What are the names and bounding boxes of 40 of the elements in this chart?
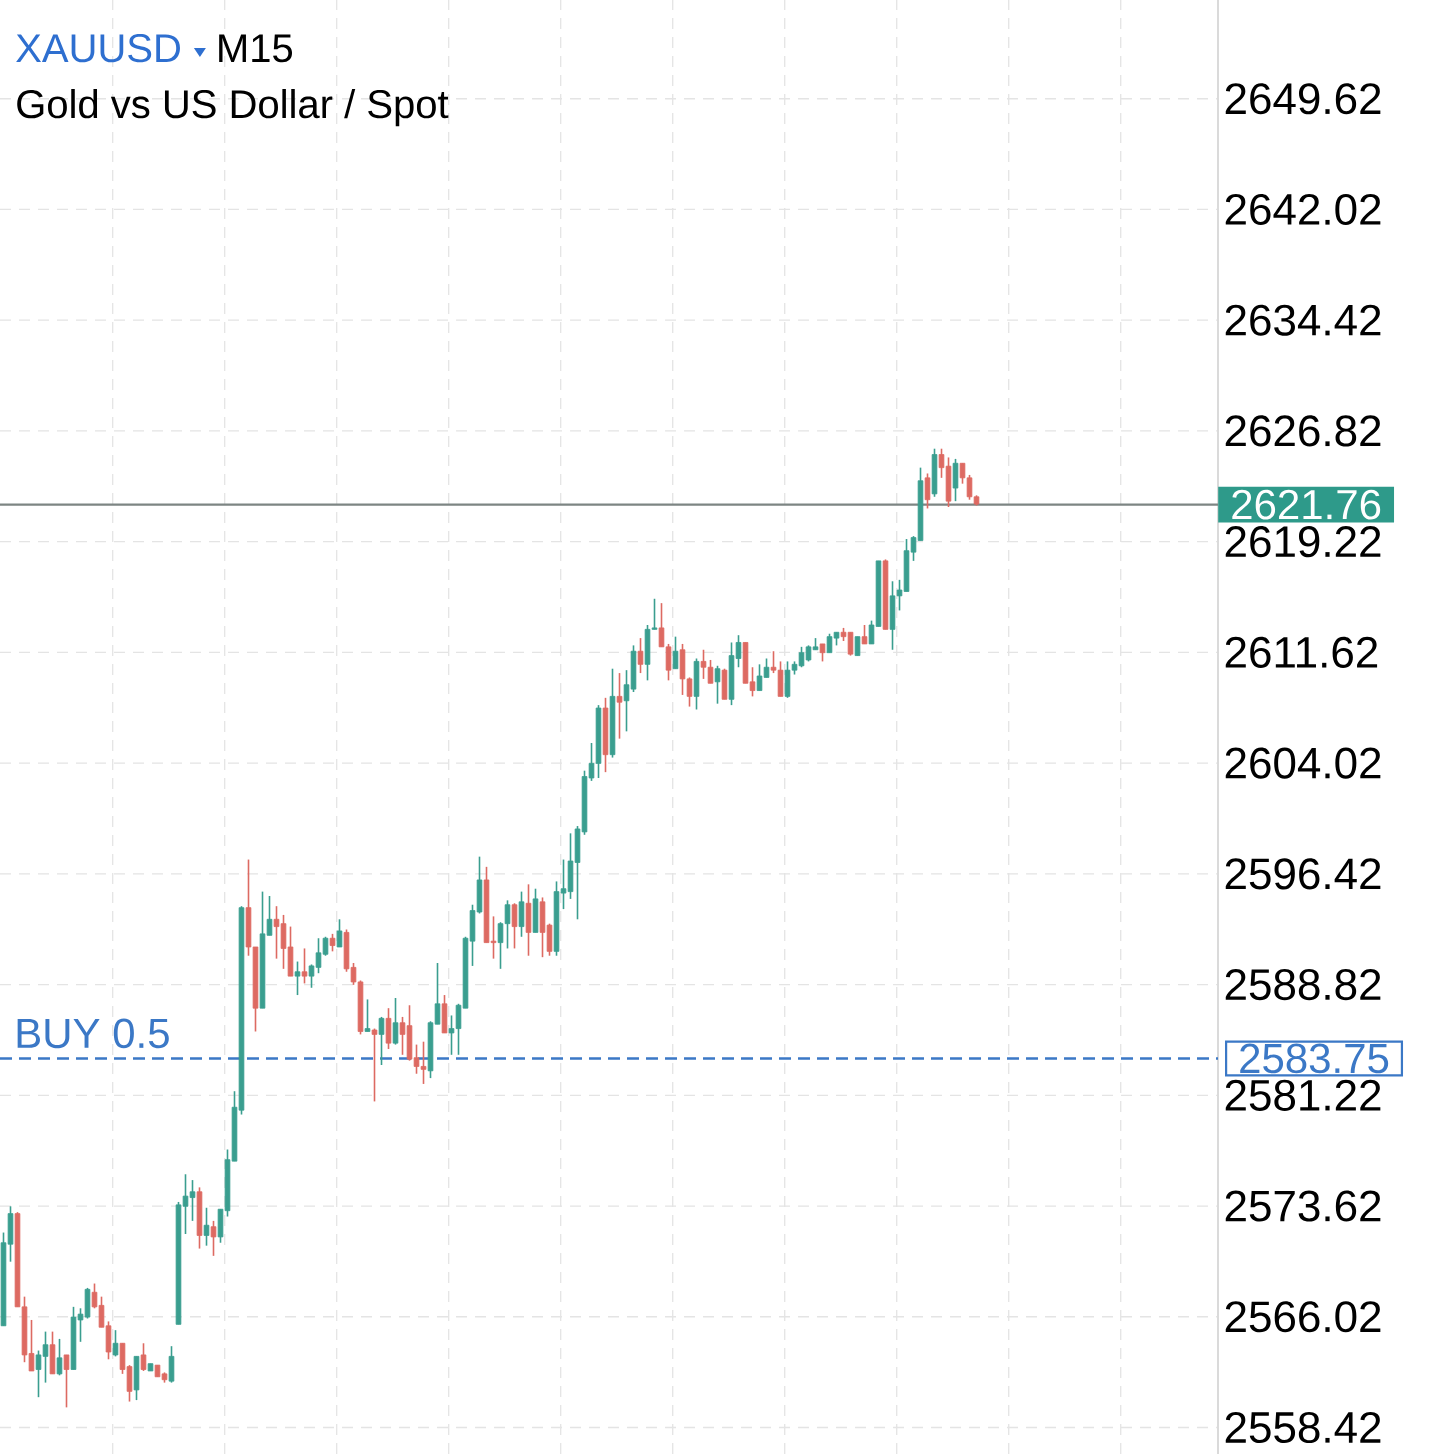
- annotation: BUY 0.5: [17, 1018, 169, 1049]
- candlestick: [371, 1027, 378, 1103]
- y-tick-label: 2604.02: [1225, 747, 1381, 779]
- candlestick: [63, 1354, 70, 1409]
- y-tick-label: 2588.82: [1225, 969, 1381, 1001]
- candlestick: [637, 637, 644, 674]
- candlestick: [854, 635, 861, 657]
- annotation: M15: [219, 34, 293, 63]
- candlestick: [301, 947, 308, 985]
- text: XAUUSD: [16, 34, 180, 63]
- y-tick-label: 2611.62: [1225, 636, 1378, 668]
- y-tick-label: 2581.22: [1225, 1079, 1381, 1111]
- candlestick: [924, 472, 931, 510]
- candlestick: [714, 664, 721, 705]
- y-tick-label: 2596.42: [1225, 858, 1381, 890]
- candlestick: [210, 1220, 217, 1257]
- y-tick-label: 2626.82: [1225, 415, 1381, 447]
- candlestick: [203, 1206, 210, 1247]
- candlestick: [364, 998, 371, 1033]
- y-tick-label: 2573.62: [1225, 1190, 1381, 1222]
- candlestick: [616, 672, 623, 740]
- y-tick-label: 2558.42: [1225, 1411, 1381, 1444]
- candlestick: [56, 1338, 63, 1377]
- candlestick: [378, 1016, 385, 1066]
- y-tick-label: 2649.62: [1225, 83, 1381, 115]
- candlestick: [861, 624, 868, 645]
- candlestick: [140, 1342, 147, 1372]
- candlestick: [336, 918, 343, 948]
- y-tick-label: 2619.22: [1225, 526, 1381, 558]
- ref-line-label: 2583.75: [1240, 1043, 1389, 1074]
- y-tick-label: 2642.02: [1225, 193, 1381, 226]
- candlestick: [672, 635, 679, 670]
- ref-line-label: 2621.76: [1232, 489, 1381, 520]
- text: Gold vs US Dollar / Spot: [17, 89, 449, 127]
- y-tick-label: 2634.42: [1225, 304, 1381, 336]
- candlestick: [392, 997, 399, 1046]
- candlestick: [112, 1329, 119, 1358]
- candlestick: [511, 902, 518, 950]
- candlestick: [294, 960, 301, 996]
- y-tick-label: 2566.02: [1225, 1301, 1381, 1333]
